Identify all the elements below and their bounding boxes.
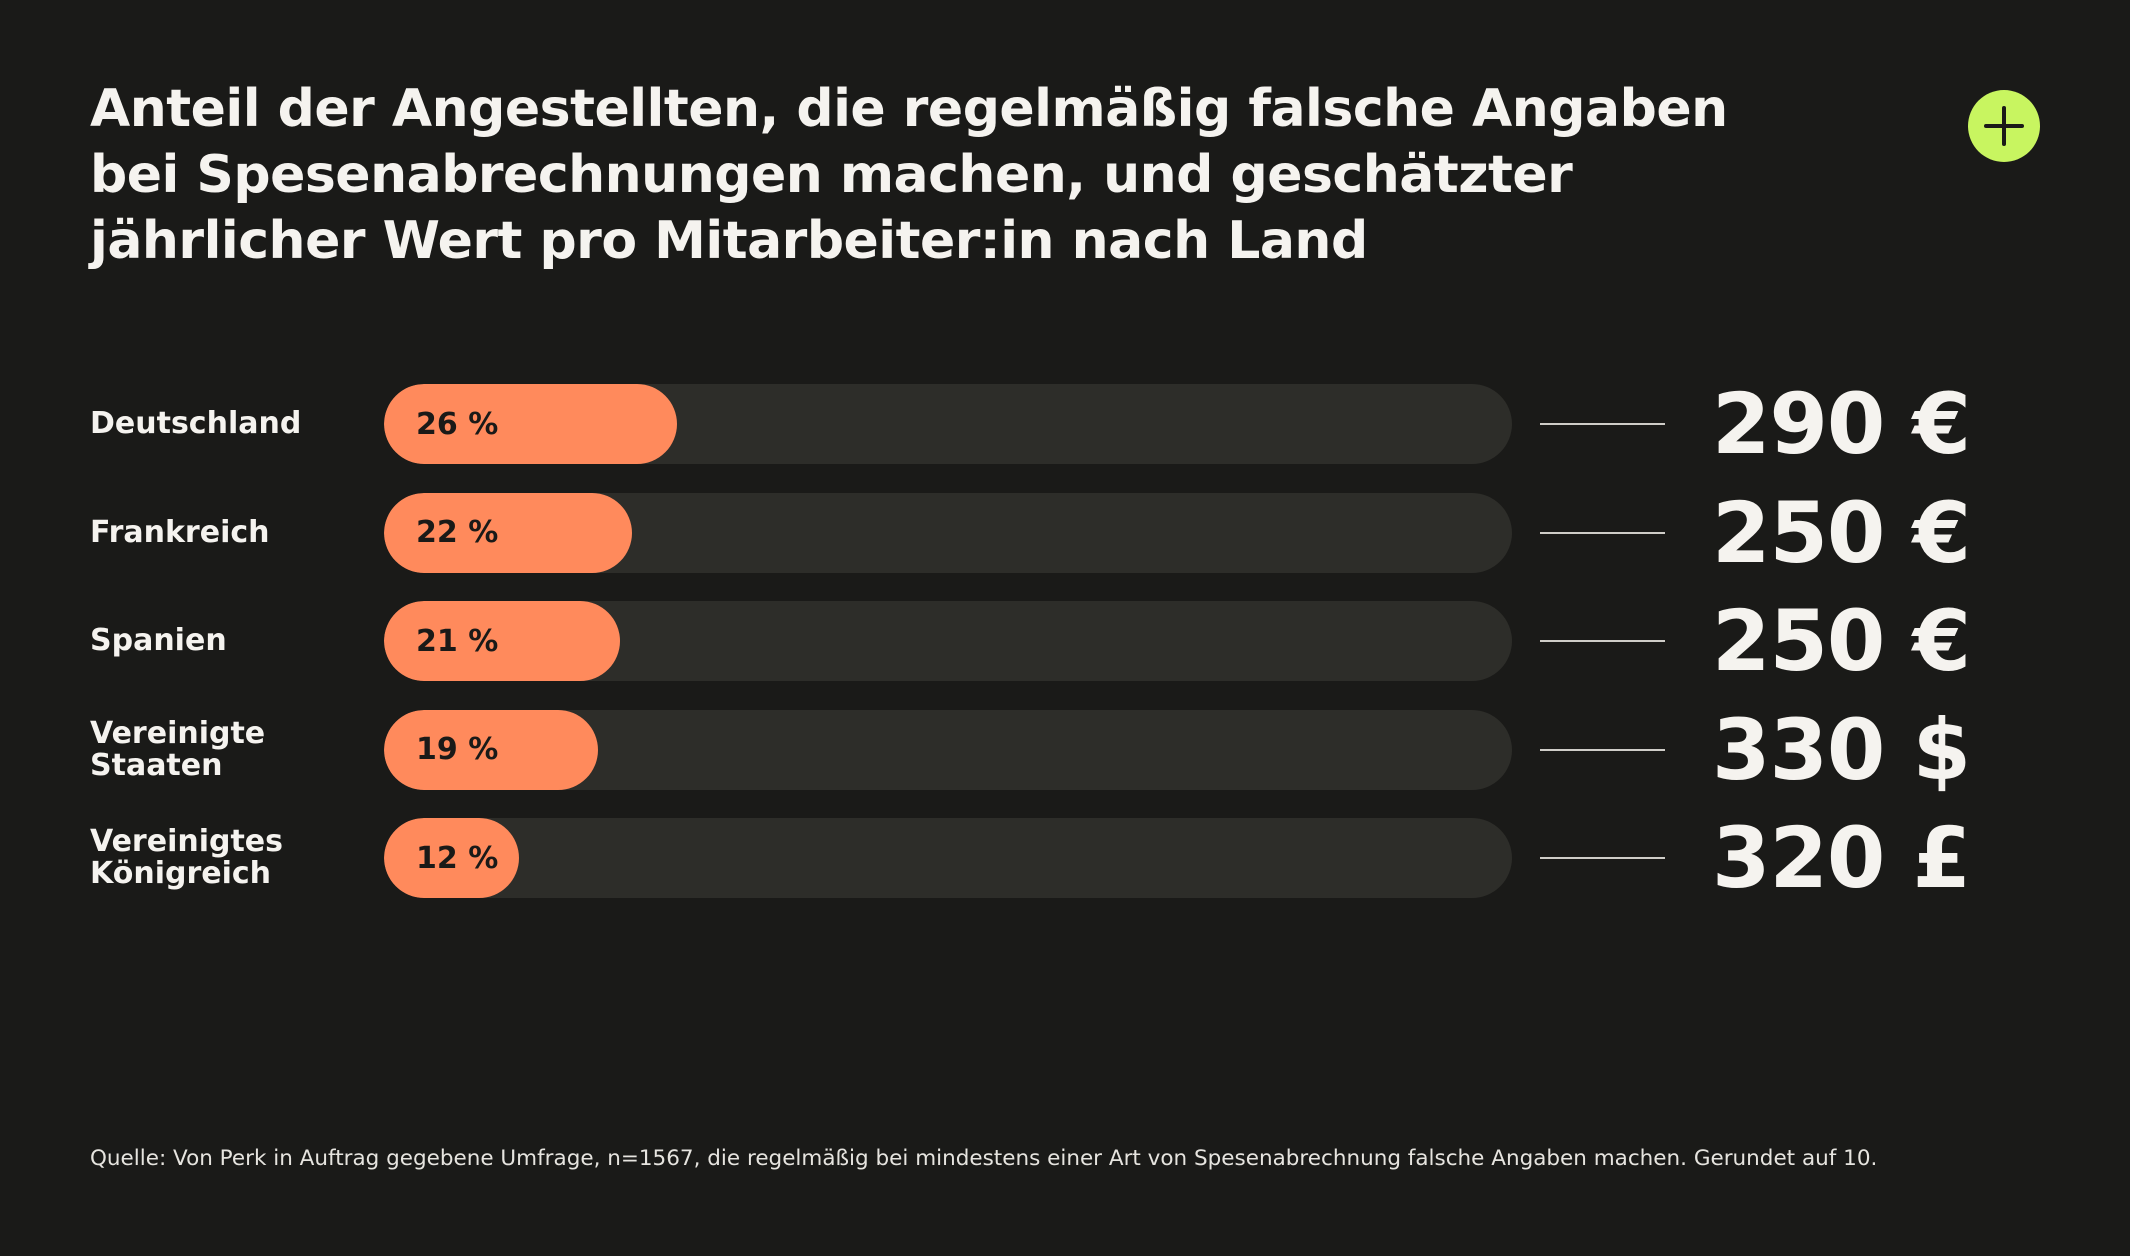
source-note: Quelle: Von Perk in Auftrag gegebene Umf… — [90, 1146, 1878, 1171]
annual-value-label: 250 € — [1712, 592, 1971, 690]
bar-track: 21 % — [384, 601, 1512, 681]
connector-line — [1540, 531, 1665, 534]
annual-value-label: 330 $ — [1712, 700, 1971, 799]
annual-value-label: 320 £ — [1712, 809, 1971, 907]
connector-line — [1540, 748, 1665, 751]
percent-label: 26 % — [416, 406, 499, 442]
bar-fill: 22 % — [384, 492, 632, 573]
chart-row: Deutschland 26 % 290 € — [0, 375, 2130, 473]
connector-line — [1540, 423, 1665, 425]
connector-line — [1540, 640, 1665, 642]
bar-fill: 21 % — [384, 601, 621, 681]
chart-row: Spanien 21 % 250 € — [0, 592, 2130, 690]
percent-label: 21 % — [416, 623, 499, 659]
bar-track: 19 % — [384, 709, 1512, 790]
connector-line — [1540, 857, 1665, 859]
percent-label: 12 % — [416, 840, 499, 876]
bar-fill: 12 % — [384, 818, 519, 898]
percent-label: 22 % — [416, 515, 499, 550]
chart-row: Vereinigte Staaten 19 % 330 $ — [0, 700, 2130, 799]
chart-row: Frankreich 22 % 250 € — [0, 483, 2130, 582]
percent-label: 19 % — [416, 732, 499, 767]
bar-track: 12 % — [384, 818, 1512, 898]
country-label: Spanien — [90, 623, 227, 658]
annual-value-label: 290 € — [1712, 375, 1971, 473]
country-label: Deutschland — [90, 406, 302, 441]
plus-icon — [1984, 106, 2024, 146]
country-label: Vereinigtes Königreich — [90, 824, 284, 891]
annual-value-label: 250 € — [1712, 483, 1971, 582]
bar-track: 22 % — [384, 492, 1512, 573]
perk-logo — [1968, 90, 2040, 162]
bar-fill: 26 % — [384, 384, 677, 464]
bar-track: 26 % — [384, 384, 1512, 464]
country-label: Frankreich — [90, 514, 270, 550]
bar-fill: 19 % — [384, 709, 598, 790]
chart-row: Vereinigtes Königreich 12 % 320 £ — [0, 809, 2130, 907]
country-label: Vereinigte Staaten — [90, 715, 266, 783]
chart-title: Anteil der Angestellten, die regelmäßig … — [90, 79, 1728, 271]
